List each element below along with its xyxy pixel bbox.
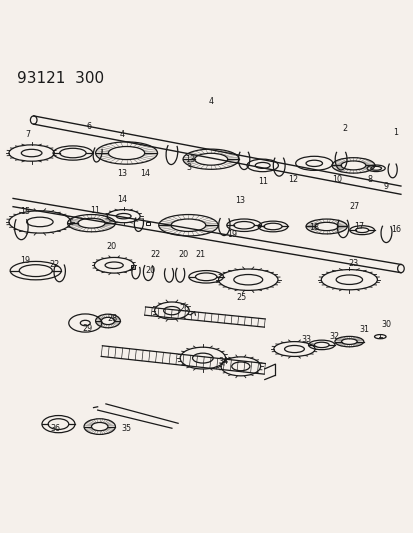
Text: 4: 4 bbox=[208, 97, 213, 106]
Text: 32: 32 bbox=[328, 332, 338, 341]
Text: 2: 2 bbox=[342, 124, 347, 133]
Text: 16: 16 bbox=[390, 225, 400, 234]
Text: 14: 14 bbox=[140, 169, 150, 178]
Text: 18: 18 bbox=[309, 223, 318, 232]
Bar bbox=[145, 222, 150, 225]
Text: 30: 30 bbox=[380, 320, 391, 329]
Text: 28: 28 bbox=[107, 313, 117, 322]
Text: 19: 19 bbox=[20, 256, 31, 265]
Text: 34: 34 bbox=[218, 357, 228, 366]
Text: 6: 6 bbox=[87, 122, 92, 131]
Bar bbox=[131, 265, 135, 269]
Text: 33: 33 bbox=[300, 335, 310, 344]
Text: 93121  300: 93121 300 bbox=[17, 70, 104, 85]
Text: 25: 25 bbox=[235, 293, 246, 302]
Text: 15: 15 bbox=[20, 207, 31, 216]
Text: 9: 9 bbox=[383, 182, 388, 190]
Text: 8: 8 bbox=[367, 175, 372, 184]
Text: 21: 21 bbox=[195, 251, 204, 260]
Text: 1: 1 bbox=[392, 128, 398, 137]
Text: 11: 11 bbox=[257, 177, 267, 187]
Text: 20: 20 bbox=[106, 242, 116, 251]
Text: 20: 20 bbox=[178, 251, 188, 260]
Text: 31: 31 bbox=[359, 325, 369, 334]
Text: 13: 13 bbox=[185, 155, 195, 164]
Text: 22: 22 bbox=[150, 251, 160, 260]
Text: 19: 19 bbox=[226, 230, 236, 239]
Text: 23: 23 bbox=[348, 259, 358, 268]
Text: 26: 26 bbox=[179, 304, 189, 313]
Text: 13: 13 bbox=[117, 169, 127, 178]
Text: 14: 14 bbox=[117, 195, 127, 204]
Text: 27: 27 bbox=[349, 202, 359, 211]
Text: 22: 22 bbox=[49, 260, 59, 269]
Text: 7: 7 bbox=[25, 130, 30, 139]
Text: 10: 10 bbox=[331, 175, 341, 184]
Text: 29: 29 bbox=[82, 324, 92, 333]
Text: 35: 35 bbox=[121, 424, 131, 433]
Text: 20: 20 bbox=[145, 266, 155, 275]
Text: 12: 12 bbox=[288, 175, 298, 184]
Text: 4: 4 bbox=[120, 130, 125, 139]
Text: 11: 11 bbox=[90, 206, 100, 215]
Text: 3: 3 bbox=[185, 163, 190, 172]
Text: 17: 17 bbox=[354, 222, 364, 231]
Text: 36: 36 bbox=[50, 424, 60, 433]
Text: 13: 13 bbox=[235, 196, 244, 205]
